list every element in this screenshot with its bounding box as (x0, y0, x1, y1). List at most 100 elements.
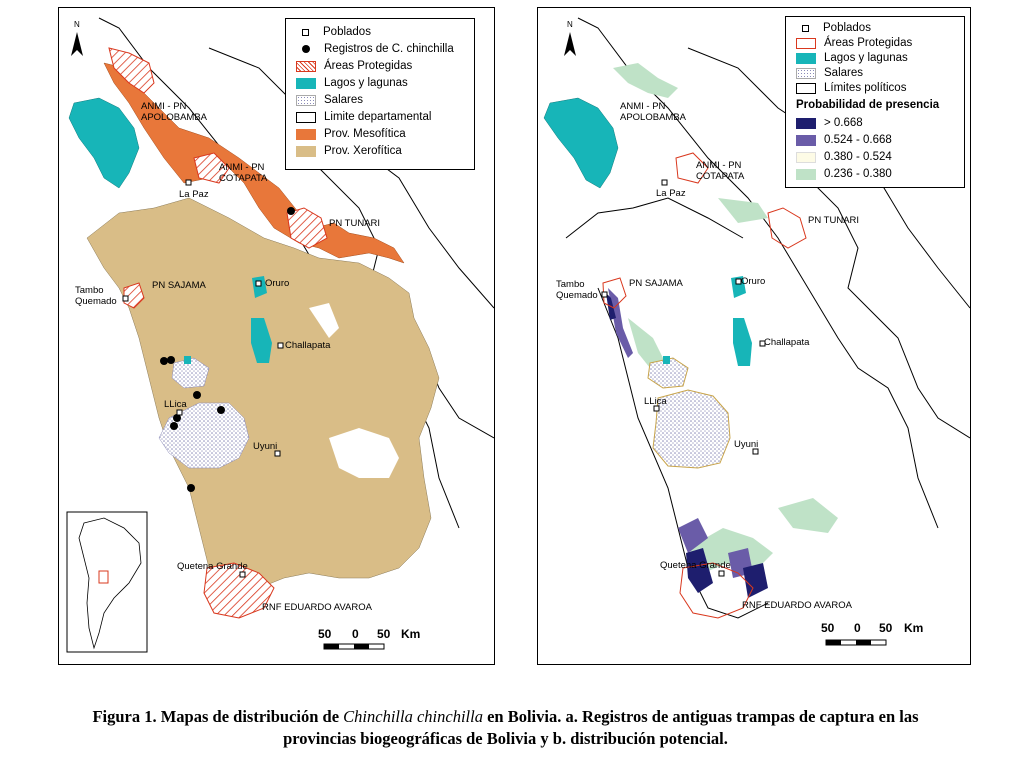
purple-fill-icon (796, 134, 816, 146)
scale-bar-b (825, 639, 887, 646)
label-apolobamba: ANMI - PN APOLOBAMBA (620, 101, 686, 123)
white-gap (329, 428, 399, 478)
area-tunari (286, 207, 328, 249)
legend-item: Registros de C. chinchilla (296, 42, 454, 56)
lake-poopo-b (733, 318, 752, 366)
map-a-canvas (66, 17, 494, 653)
caption-line-1: Figura 1. Mapas de distribución de Chinc… (0, 706, 1011, 728)
label-llica: LLica (164, 399, 187, 410)
salar-uyuni-b (652, 389, 731, 469)
legend-label: Salares (824, 67, 863, 79)
north-label: N (74, 20, 80, 29)
legend-label: Límites políticos (824, 82, 907, 94)
town-square (718, 570, 725, 577)
legend-label: Salares (324, 94, 363, 106)
label-pn-tunari: PN TUNARI (329, 218, 381, 229)
label-challapata: Challapata (285, 340, 331, 351)
caption-suffix: en Bolivia. a. Registros de antiguas tra… (482, 707, 919, 726)
record-dot (187, 484, 195, 492)
legend-label: > 0.668 (824, 117, 863, 129)
outline-box-icon (296, 111, 316, 123)
lake-titicaca (68, 97, 140, 189)
label-rnf-avaroa: RNF EDUARDO AVAROA (262, 602, 372, 613)
scale-label: 50 (879, 621, 893, 635)
legend-label: Áreas Protegidas (824, 37, 913, 49)
label-la-paz: La Paz (179, 189, 209, 200)
towns-group (122, 179, 284, 578)
hatched-red-icon (296, 60, 316, 72)
legend-item: Salares (796, 66, 863, 80)
record-dot (217, 406, 225, 414)
legend-item: Lagos y lagunas (296, 76, 408, 90)
legend-item: Poblados (296, 25, 371, 39)
hollow-square-icon (302, 28, 309, 36)
legend-item: Limite departamental (296, 110, 431, 124)
scale-unit: Km (904, 621, 924, 635)
legend-item: Prov. Mesofítica (296, 127, 406, 141)
label-rnf-avaroa: RNF EDUARDO AVAROA (742, 600, 852, 611)
map-panel-b: Poblados Áreas Protegidas Lagos y laguna… (537, 7, 971, 665)
label-oruro: Oruro (741, 276, 766, 287)
legend-b: Poblados Áreas Protegidas Lagos y laguna… (785, 16, 965, 188)
record-dot (167, 356, 175, 364)
cream-fill-icon (796, 151, 816, 163)
legend-item: 0.524 - 0.668 (796, 133, 892, 147)
lake-poopo (251, 318, 272, 363)
map-b-canvas (543, 17, 970, 646)
black-dot-icon (302, 45, 310, 53)
north-arrow-b (564, 32, 576, 56)
record-dot (287, 207, 295, 215)
salar-coipasa (171, 357, 210, 389)
teal-fill-icon (796, 52, 816, 64)
legend-item: Salares (296, 93, 363, 107)
orange-fill-icon (296, 128, 316, 140)
town-square (176, 409, 183, 416)
legend-label: 0.524 - 0.668 (824, 134, 892, 146)
salar-coipasa-b (647, 357, 689, 389)
salar-uyuni (158, 402, 250, 469)
lake-small (184, 356, 191, 364)
figure-caption: Figura 1. Mapas de distribución de Chinc… (0, 706, 1011, 750)
label-tambo-quemado: Tambo Quemado (556, 279, 598, 301)
records-group (160, 207, 295, 492)
scale-label: 50 (377, 627, 391, 641)
label-uyuni: Uyuni (734, 439, 759, 450)
scale-label: 50 (318, 627, 332, 641)
town-square (185, 179, 192, 186)
label-pn-sajama: PN SAJAMA (629, 278, 683, 289)
outline-box-icon (796, 82, 816, 94)
town-square (239, 571, 246, 578)
record-dot (170, 422, 178, 430)
legend-item: Lagos y lagunas (796, 51, 908, 65)
legend-item: Poblados (796, 21, 871, 35)
legend-label: Lagos y lagunas (824, 52, 908, 64)
town-square (122, 295, 129, 302)
town-square (759, 340, 766, 347)
legend-label: Limite departamental (324, 111, 432, 123)
north-arrow-a (71, 32, 83, 56)
legend-item: Prov. Xerofítica (296, 144, 402, 158)
teal-fill-icon (296, 77, 316, 89)
area-cotapata (193, 152, 230, 184)
legend-label: 0.236 - 0.380 (824, 168, 892, 180)
tan-fill-icon (296, 145, 316, 157)
caption-prefix: Figura 1. Mapas de distribución de (92, 707, 344, 726)
record-dot (193, 391, 201, 399)
label-quetena-grande: Quetena Grande (177, 561, 248, 572)
town-square (735, 278, 742, 285)
scale-label: 50 (821, 621, 835, 635)
label-llica: LLica (644, 396, 667, 407)
legend-item: 0.236 - 0.380 (796, 167, 892, 181)
protected-areas-b (602, 152, 807, 619)
area-apolobamba (108, 47, 155, 94)
legend-item: Límites políticos (796, 81, 906, 95)
town-square (653, 405, 660, 412)
scale-label: 0 (854, 621, 861, 635)
legend-label: Poblados (323, 26, 371, 38)
towns-group-b (601, 179, 766, 577)
town-square (661, 179, 668, 186)
legend-item: 0.380 - 0.524 (796, 150, 892, 164)
scale-unit: Km (401, 627, 421, 641)
label-pn-sajama: PN SAJAMA (152, 280, 206, 291)
legend-label: Registros de C. chinchilla (324, 43, 454, 55)
